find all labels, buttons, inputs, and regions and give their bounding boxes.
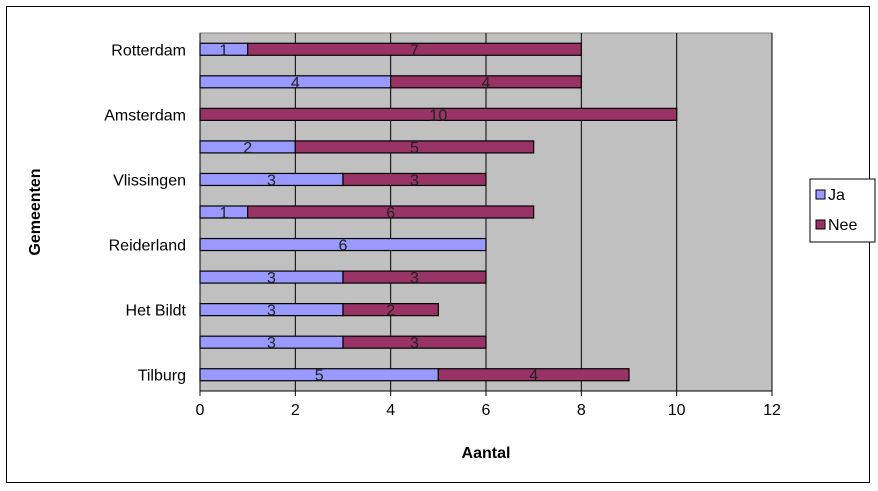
y-category-label: Het Bildt [126, 303, 187, 320]
bar-nee [199, 107, 678, 121]
bar-nee [342, 335, 487, 349]
bar-nee [342, 270, 487, 284]
data-label-nee: 7 [410, 42, 419, 59]
bar-nee [342, 172, 487, 187]
data-label-nee: 3 [410, 270, 419, 287]
legend-swatch-nee [815, 219, 826, 230]
y-category-label: Tilburg [138, 368, 186, 385]
y-category-label: Amsterdam [104, 107, 186, 124]
legend-swatch-ja [815, 189, 826, 200]
x-tick-label: 4 [386, 402, 395, 419]
bar-nee [390, 75, 582, 89]
y-category-label: Rotterdam [111, 42, 186, 59]
data-label-nee: 4 [529, 368, 538, 385]
x-tick-label: 12 [763, 402, 781, 419]
legend: Ja Nee [809, 178, 876, 243]
data-label-nee: 10 [429, 107, 447, 124]
data-label-ja: 3 [267, 270, 276, 287]
x-tick-label: 8 [577, 402, 586, 419]
data-label-ja: 6 [339, 238, 348, 255]
x-tick-label: 6 [482, 402, 491, 419]
data-label-nee: 3 [410, 335, 419, 352]
bar-nee [294, 140, 535, 154]
data-label-nee: 4 [482, 75, 491, 92]
data-label-nee: 3 [410, 172, 419, 189]
x-tick-label: 2 [291, 402, 300, 419]
data-label-ja: 3 [267, 335, 276, 352]
y-axis-category-labels: Rotterdam Amsterdam Vlissingen Reiderland He… [104, 42, 186, 384]
data-label-ja: 3 [267, 172, 276, 189]
bar-nee [342, 303, 439, 317]
legend-label-ja: Ja [828, 187, 845, 204]
data-label-ja: 1 [219, 42, 228, 59]
data-label-nee: 5 [410, 140, 419, 157]
legend-label-nee: Nee [828, 217, 857, 234]
data-label-ja: 2 [243, 140, 252, 157]
y-axis-title: Gemeenten [27, 168, 44, 255]
x-axis-ticks: 0 2 4 6 8 10 12 [196, 391, 781, 419]
bars [199, 42, 678, 382]
data-label-nee: 6 [386, 205, 395, 222]
y-category-label: Reiderland [109, 238, 186, 255]
x-tick-label: 10 [668, 402, 686, 419]
bar-ja [199, 237, 487, 252]
data-label-ja: 4 [291, 75, 300, 92]
bar-nee [247, 205, 535, 219]
y-category-label: Vlissingen [113, 172, 186, 189]
x-tick-label: 0 [196, 402, 205, 419]
data-label-ja: 5 [315, 368, 324, 385]
x-axis-title: Aantal [462, 445, 511, 462]
bar-nee [437, 368, 630, 382]
data-label-ja: 1 [219, 205, 228, 222]
bar-nee [247, 42, 582, 56]
data-label-nee: 2 [386, 303, 395, 320]
data-label-ja: 3 [267, 303, 276, 320]
